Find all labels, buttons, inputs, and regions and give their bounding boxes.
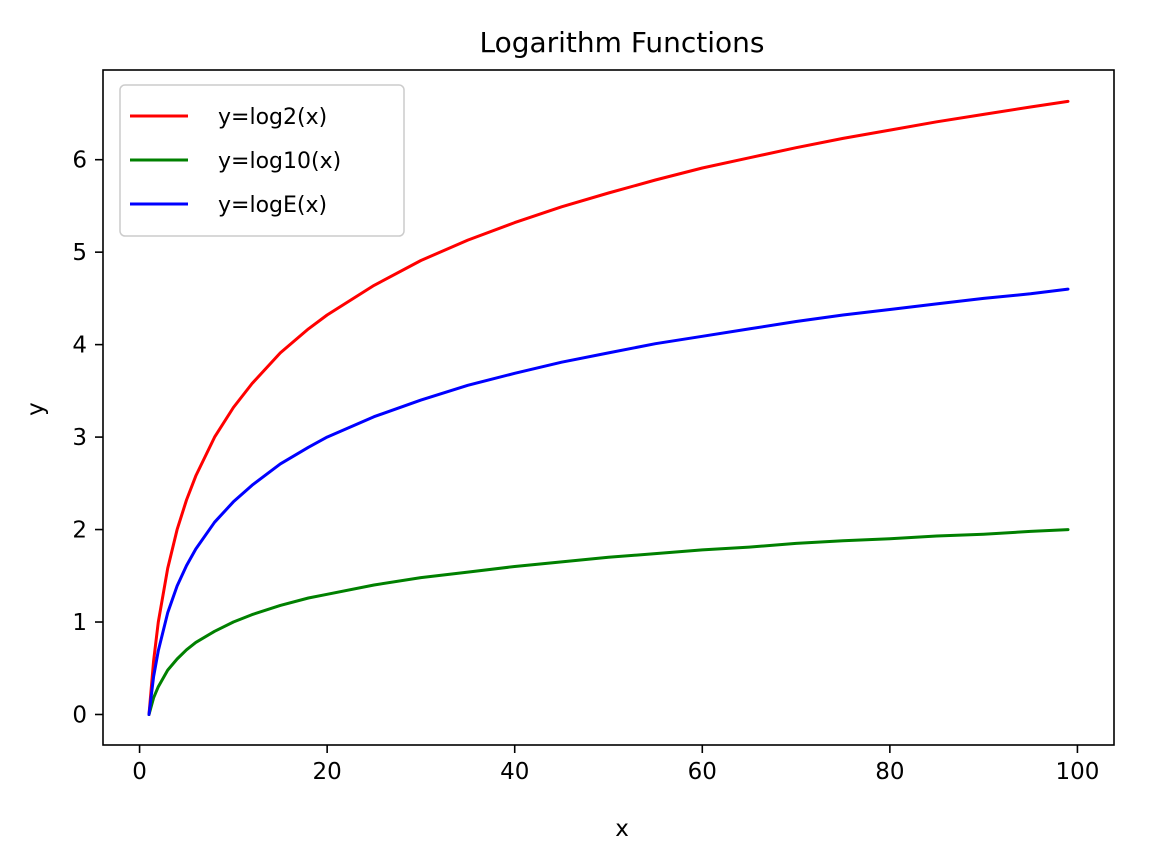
y-tick-label: 4 bbox=[72, 333, 87, 359]
x-axis: 0 20 40 60 80 100 bbox=[132, 745, 1099, 785]
legend-label-3: y=logE(x) bbox=[218, 193, 327, 218]
y-tick-label: 1 bbox=[72, 610, 87, 636]
x-tick-label: 60 bbox=[688, 759, 717, 785]
legend: y=log2(x) y=log10(x) y=logE(x) bbox=[119, 84, 405, 237]
series-line-3 bbox=[147, 287, 1070, 716]
y-axis-label: y bbox=[23, 402, 49, 416]
chart-title: Logarithm Functions bbox=[479, 26, 764, 59]
legend-label-1: y=log2(x) bbox=[218, 105, 327, 130]
plot-area bbox=[102, 69, 1115, 746]
y-tick-label: 3 bbox=[72, 425, 87, 451]
y-tick-label: 6 bbox=[72, 148, 87, 174]
legend-box bbox=[119, 84, 405, 237]
x-axis-label: x bbox=[615, 816, 629, 842]
x-tick-label: 80 bbox=[875, 759, 904, 785]
series-layer bbox=[147, 99, 1070, 716]
y-tick-label: 5 bbox=[72, 240, 87, 266]
series-line-1 bbox=[147, 99, 1070, 716]
x-tick-label: 100 bbox=[1055, 759, 1099, 785]
x-tick-label: 20 bbox=[313, 759, 342, 785]
plot-frame bbox=[102, 69, 1115, 746]
series-line-2 bbox=[147, 528, 1070, 716]
x-tick-label: 0 bbox=[132, 759, 147, 785]
y-axis: 0 1 2 3 4 5 6 bbox=[72, 148, 103, 728]
y-tick-label: 2 bbox=[72, 518, 87, 544]
y-tick-label: 0 bbox=[72, 702, 87, 728]
legend-entries: y=log2(x) y=log10(x) y=logE(x) bbox=[130, 105, 341, 218]
x-tick-label: 40 bbox=[500, 759, 529, 785]
legend-label-2: y=log10(x) bbox=[218, 149, 341, 174]
